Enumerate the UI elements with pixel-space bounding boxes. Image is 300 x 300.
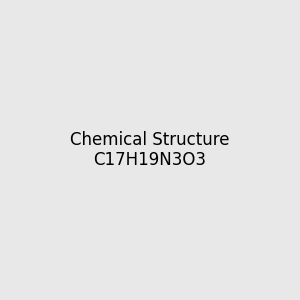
Text: Chemical Structure
C17H19N3O3: Chemical Structure C17H19N3O3 xyxy=(70,130,230,170)
